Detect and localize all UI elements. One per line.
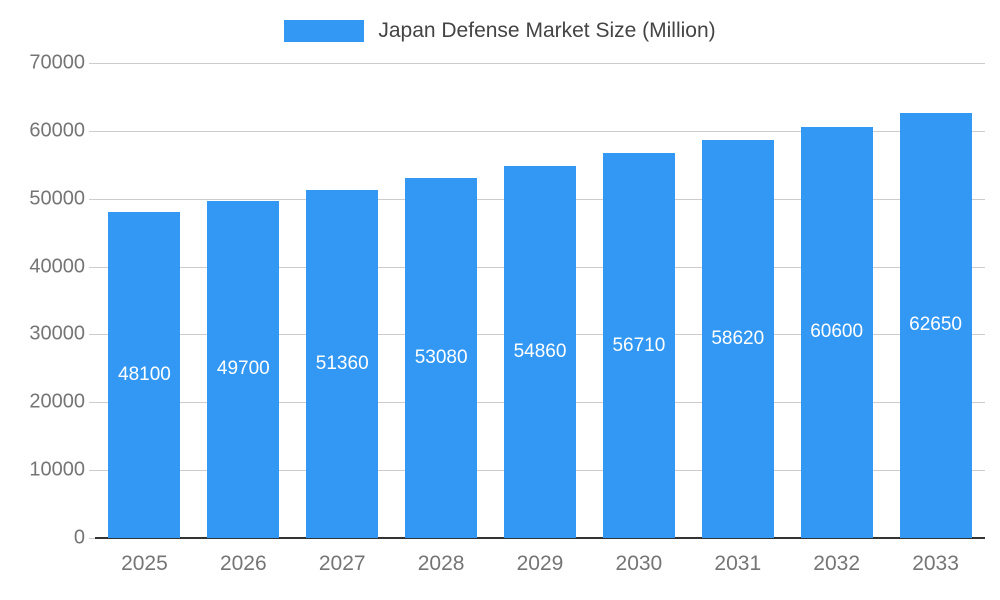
y-axis-tick (89, 334, 95, 336)
x-tick-label: 2033 (912, 552, 959, 575)
bar-value-label: 58620 (711, 328, 765, 350)
y-axis-tick (89, 198, 95, 200)
legend-label: Japan Defense Market Size (Million) (378, 19, 716, 42)
y-axis-tick (89, 402, 95, 404)
y-tick-label: 60000 (29, 119, 85, 142)
y-axis-tick (89, 538, 95, 539)
legend-swatch (284, 20, 365, 42)
y-tick-label: 30000 (29, 322, 85, 345)
y-tick-label: 50000 (29, 187, 85, 210)
bar-2028: 53080 (405, 177, 478, 538)
x-tick-label: 2027 (318, 552, 366, 575)
y-axis-tick (89, 63, 95, 64)
legend: Japan Defense Market Size (Million) (0, 16, 1000, 46)
x-tick-label: 2030 (615, 552, 663, 575)
bar-value-label: 49700 (216, 358, 270, 380)
bar-2025: 48100 (108, 211, 181, 538)
bar-2029: 54860 (504, 165, 576, 538)
bar-2030: 56710 (602, 153, 675, 538)
y-axis-tick (89, 130, 95, 132)
bar-value-label: 51360 (315, 352, 369, 374)
plot-area: 0 10000 20000 30000 40000 50000 60000 70000 4810… (29, 52, 985, 575)
x-tick-label: 2032 (813, 552, 861, 575)
bar-value-label: 62650 (909, 314, 962, 336)
y-tick-label: 20000 (29, 390, 85, 413)
gridline (95, 63, 985, 64)
x-tick-label: 2025 (121, 552, 168, 575)
x-tick-label: 2031 (714, 552, 762, 575)
y-axis-tick (89, 470, 95, 472)
x-tick-label: 2026 (219, 552, 267, 575)
bar-value-label: 54860 (513, 340, 567, 362)
y-axis-tick (89, 266, 95, 268)
x-tick-label: 2029 (516, 552, 564, 575)
bar-2026: 49700 (207, 200, 280, 538)
gridline (95, 130, 985, 132)
y-tick-label: 70000 (29, 51, 85, 74)
y-tick-label: 40000 (29, 255, 85, 278)
bar-2027: 51360 (306, 189, 379, 538)
bar-value-label: 53080 (414, 346, 468, 368)
bar-value-label: 56710 (612, 334, 666, 356)
bar-2031: 58620 (701, 140, 774, 538)
bar-2032: 60600 (800, 126, 873, 538)
x-axis-line (95, 537, 985, 539)
bar-2033: 62650 (899, 112, 972, 538)
bar-value-label: 48100 (118, 363, 171, 385)
x-tick-label: 2028 (417, 552, 465, 575)
bar-value-label: 60600 (810, 321, 864, 343)
y-tick-label: 0 (73, 526, 85, 549)
y-tick-label: 10000 (29, 458, 85, 481)
